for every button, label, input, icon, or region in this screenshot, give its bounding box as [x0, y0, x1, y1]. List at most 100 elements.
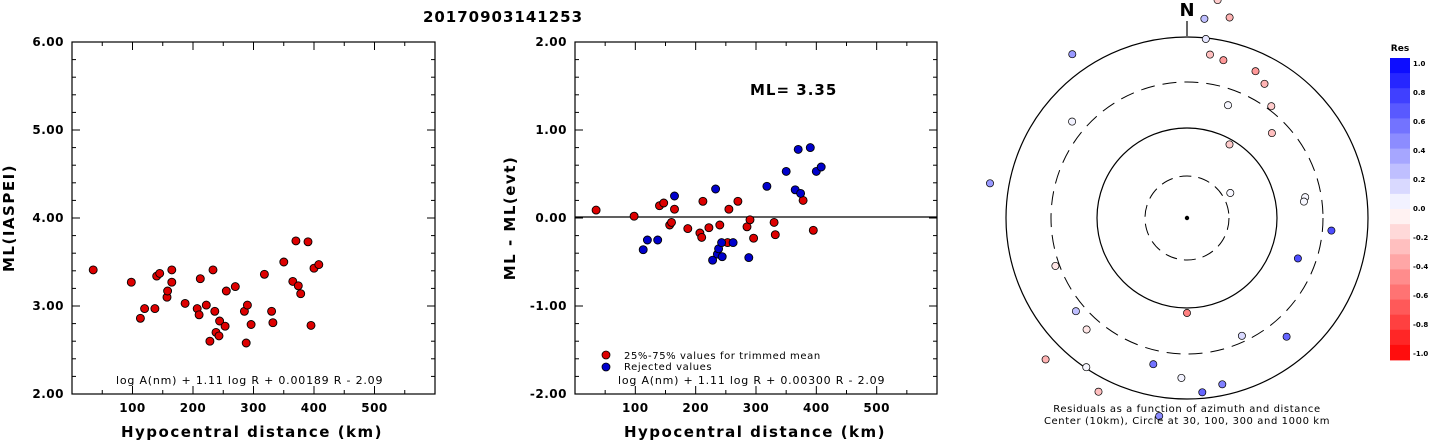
left-data-point — [88, 265, 98, 275]
north-label: N — [1179, 0, 1194, 21]
station-marker — [1206, 50, 1214, 59]
middle-data-point — [698, 196, 708, 206]
polar-caption-2: Center (10km), Circle at 30, 100, 300 an… — [1044, 416, 1330, 427]
colorbar-cell — [1390, 163, 1410, 180]
middle-data-point — [708, 255, 718, 265]
left-ytick-label: 6.00 — [32, 35, 64, 49]
middle-xtick-label: 400 — [803, 401, 830, 415]
station-marker — [1260, 79, 1269, 88]
colorbar-title: Res — [1391, 44, 1409, 54]
colorbar-cell — [1390, 58, 1410, 74]
left-data-point — [167, 277, 177, 287]
middle-data-point — [745, 215, 755, 225]
station-marker — [1071, 307, 1080, 316]
middle-data-point — [670, 191, 679, 201]
left-points — [88, 236, 324, 348]
left-data-point — [194, 310, 204, 320]
ml-value: ML= 3.35 — [750, 81, 837, 99]
middle-data-point — [683, 224, 693, 234]
legend-label-rejected: Rejected values — [624, 362, 712, 373]
left-ylabel: ML(IASPEI) — [0, 164, 18, 272]
colorbar-label: 1.0 — [1413, 60, 1426, 68]
station-marker — [1251, 67, 1260, 76]
colorbar-cell — [1390, 133, 1410, 149]
middle-ytick-label: 1.00 — [535, 123, 567, 137]
station-marker — [1237, 331, 1246, 340]
station-marker — [1225, 140, 1234, 149]
left-xlabel: Hypocentral distance (km) — [121, 423, 383, 441]
colorbar-cell — [1390, 329, 1410, 346]
ring-100km — [1096, 127, 1278, 309]
middle-data-point — [724, 204, 734, 214]
left-xtick-label: 300 — [240, 401, 267, 415]
event-title: 20170903141253 — [423, 8, 583, 26]
left-data-point — [167, 265, 177, 275]
middle-data-point — [711, 184, 721, 194]
middle-data-point — [744, 253, 754, 263]
colorbar-label: -1.0 — [1413, 350, 1428, 358]
middle-panel: 100 200 300 400 500 -2.00 -1.00 0.00 1.00 2.00 ML… — [501, 35, 938, 441]
left-data-point — [215, 316, 225, 326]
left-data-point — [220, 321, 230, 331]
polar-caption-1: Residuals as a function of azimuth and d… — [1053, 404, 1321, 415]
left-formula: log A(nm) + 1.11 log R + 0.00189 R - 2.0… — [116, 374, 383, 387]
colorbar-cell — [1390, 314, 1410, 331]
left-data-point — [195, 274, 205, 284]
left-data-point — [155, 268, 165, 278]
middle-ylabel: ML - ML(evt) — [501, 156, 519, 280]
station-marker — [1282, 332, 1291, 341]
left-panel: 100 200 300 400 500 2.00 3.00 4.00 5.00 6.00 Hypo… — [0, 35, 436, 441]
left-data-point — [306, 320, 316, 330]
left-ticks: 100 200 300 400 500 2.00 3.00 4.00 5.00 6.00 — [32, 35, 435, 415]
middle-data-point — [704, 223, 714, 233]
colorbar-cell — [1390, 239, 1410, 255]
colorbar-cell — [1390, 254, 1410, 270]
station-marker — [1327, 226, 1336, 235]
middle-data-point — [728, 238, 738, 248]
ring-30km — [1144, 175, 1230, 261]
middle-data-point — [697, 232, 707, 242]
middle-ytick-label: -1.00 — [530, 299, 567, 313]
station-marker — [1183, 309, 1191, 317]
left-ytick-label: 3.00 — [32, 299, 64, 313]
station-marker — [986, 179, 994, 188]
left-data-point — [230, 282, 240, 292]
left-data-point — [201, 300, 211, 310]
middle-ytick-label: 0.00 — [535, 211, 567, 225]
left-data-point — [140, 304, 150, 314]
left-data-point — [214, 331, 224, 341]
left-data-point — [150, 304, 160, 314]
colorbar-label: -0.2 — [1413, 234, 1428, 242]
colorbar-cell — [1390, 178, 1410, 195]
middle-data-point — [638, 245, 648, 255]
left-data-point — [267, 306, 277, 316]
colorbar-cell — [1390, 103, 1410, 119]
colorbar-cell — [1390, 284, 1410, 300]
colorbar-cell — [1390, 88, 1410, 104]
station-marker — [1177, 373, 1186, 382]
colorbar-cell — [1390, 193, 1410, 210]
colorbar-cell — [1390, 209, 1410, 225]
station-marker — [1041, 355, 1050, 364]
middle-data-point — [629, 211, 639, 221]
middle-data-point — [667, 217, 676, 227]
middle-data-point — [770, 230, 780, 240]
middle-data-point — [659, 198, 669, 208]
left-data-point — [279, 257, 289, 267]
epicenter-dot — [1184, 215, 1190, 221]
middle-data-point — [749, 233, 759, 243]
left-data-point — [126, 277, 136, 287]
colorbar-label: -0.6 — [1413, 292, 1428, 300]
middle-data-point — [670, 204, 679, 214]
station-marker — [1218, 380, 1227, 389]
station-marker — [1299, 197, 1308, 206]
colorbar-cells — [1390, 58, 1410, 361]
middle-ytick-label: 2.00 — [535, 35, 567, 49]
middle-data-point — [591, 205, 601, 215]
left-data-point — [268, 318, 278, 328]
station-marker — [1226, 189, 1235, 197]
station-marker — [1213, 0, 1222, 5]
colorbar-cell — [1390, 224, 1410, 240]
station-marker — [1267, 102, 1276, 111]
middle-data-point — [805, 143, 815, 153]
